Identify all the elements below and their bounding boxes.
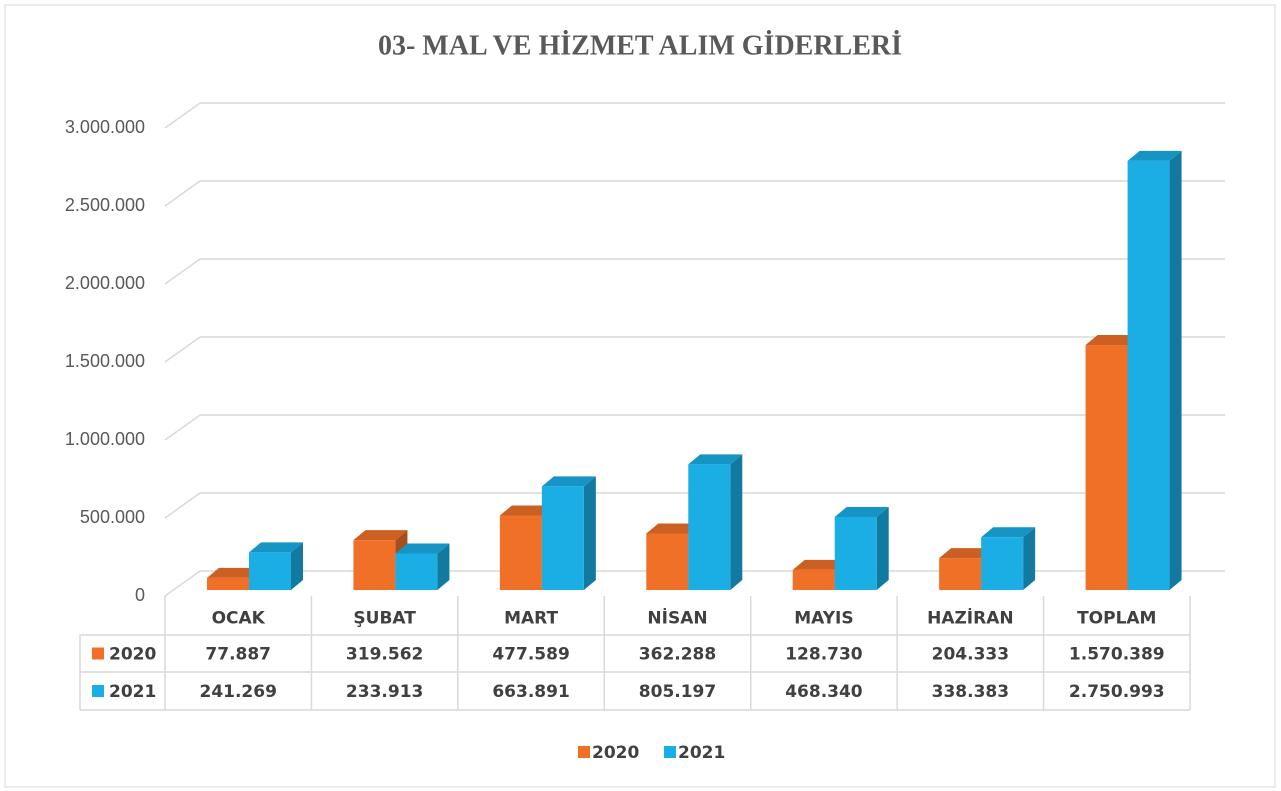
- table-value: 663.891: [492, 682, 569, 702]
- chart-title: 03- MAL VE HİZMET ALIM GİDERLERİ: [378, 30, 902, 61]
- bar-top: [981, 527, 1036, 538]
- grid-diagonal: [164, 492, 201, 519]
- grid-diagonal: [164, 414, 201, 441]
- legend-key: [578, 746, 590, 758]
- table-value: 319.562: [346, 645, 423, 665]
- table-value: 128.730: [785, 645, 863, 665]
- x-tick-label: MART: [504, 609, 558, 629]
- x-tick-label: TOPLAM: [1077, 609, 1156, 629]
- grid-diagonal: [164, 102, 201, 129]
- bar-side: [1023, 527, 1036, 590]
- table-series-name: 2020: [109, 645, 156, 665]
- grid-diagonal: [164, 570, 201, 597]
- bar: [981, 537, 1024, 590]
- bar: [249, 552, 291, 590]
- bar: [1127, 160, 1170, 590]
- bar: [939, 558, 982, 590]
- table-value: 241.269: [199, 682, 276, 702]
- bar-top: [395, 543, 450, 554]
- table-legend-key: [92, 685, 104, 697]
- legend-label: 2020: [592, 743, 639, 763]
- bar: [499, 515, 542, 590]
- bar: [834, 516, 877, 590]
- legend-key: [664, 746, 676, 758]
- bar: [353, 540, 396, 590]
- table-value: 477.589: [492, 645, 569, 665]
- bar-top: [1085, 335, 1140, 346]
- bar: [1085, 345, 1128, 590]
- table-value: 1.570.389: [1069, 645, 1165, 665]
- bar: [688, 464, 731, 590]
- bar-top: [249, 542, 303, 553]
- x-tick-label: HAZİRAN: [927, 607, 1014, 629]
- bar-top: [207, 567, 261, 578]
- y-tick-label: 2.000.000: [65, 273, 145, 293]
- bar-top: [1127, 150, 1182, 161]
- y-tick-label: 500.000: [80, 507, 145, 527]
- x-tick-label: MAYIS: [794, 609, 853, 629]
- y-tick-label: 3.000.000: [65, 117, 145, 137]
- table-value: 2.750.993: [1069, 682, 1165, 702]
- bar-top: [792, 559, 847, 570]
- table-series-name: 2021: [109, 682, 156, 702]
- bar: [395, 553, 438, 590]
- bar: [792, 569, 835, 590]
- table-value: 77.887: [205, 645, 271, 665]
- grid-diagonal: [164, 258, 201, 285]
- bar-top: [646, 523, 701, 534]
- bar: [646, 533, 689, 590]
- y-tick-label: 1.000.000: [65, 429, 145, 449]
- table-value: 805.197: [639, 682, 716, 702]
- table-value: 362.288: [639, 645, 716, 665]
- grid-diagonal: [164, 336, 201, 363]
- table-value: 204.333: [932, 645, 1009, 665]
- bar-top: [353, 530, 408, 541]
- bar: [541, 486, 584, 590]
- bar-side: [876, 506, 889, 590]
- bar-side: [730, 454, 743, 590]
- y-tick-label: 1.500.000: [65, 351, 145, 371]
- bar-top: [499, 505, 554, 516]
- table-legend-key: [92, 647, 104, 660]
- x-tick-label: ŞUBAT: [353, 609, 416, 629]
- table-value: 338.383: [932, 682, 1009, 702]
- y-tick-label: 0: [135, 585, 145, 605]
- bar-side: [1169, 150, 1182, 590]
- x-tick-label: OCAK: [212, 609, 266, 629]
- table-value: 468.340: [785, 682, 863, 702]
- bar-side: [583, 476, 596, 590]
- y-tick-label: 2.500.000: [65, 195, 145, 215]
- bar-side: [291, 542, 303, 590]
- grid-diagonal: [164, 180, 201, 207]
- bar-side: [437, 543, 450, 590]
- legend-label: 2021: [678, 743, 725, 763]
- x-tick-label: NİSAN: [647, 607, 707, 629]
- bar-top: [541, 476, 596, 487]
- bar-top: [939, 548, 994, 559]
- bar-top: [834, 506, 889, 517]
- bar: [207, 577, 249, 590]
- chart-border: [4, 4, 1276, 788]
- table-value: 233.913: [346, 682, 423, 702]
- bar-top: [688, 454, 743, 465]
